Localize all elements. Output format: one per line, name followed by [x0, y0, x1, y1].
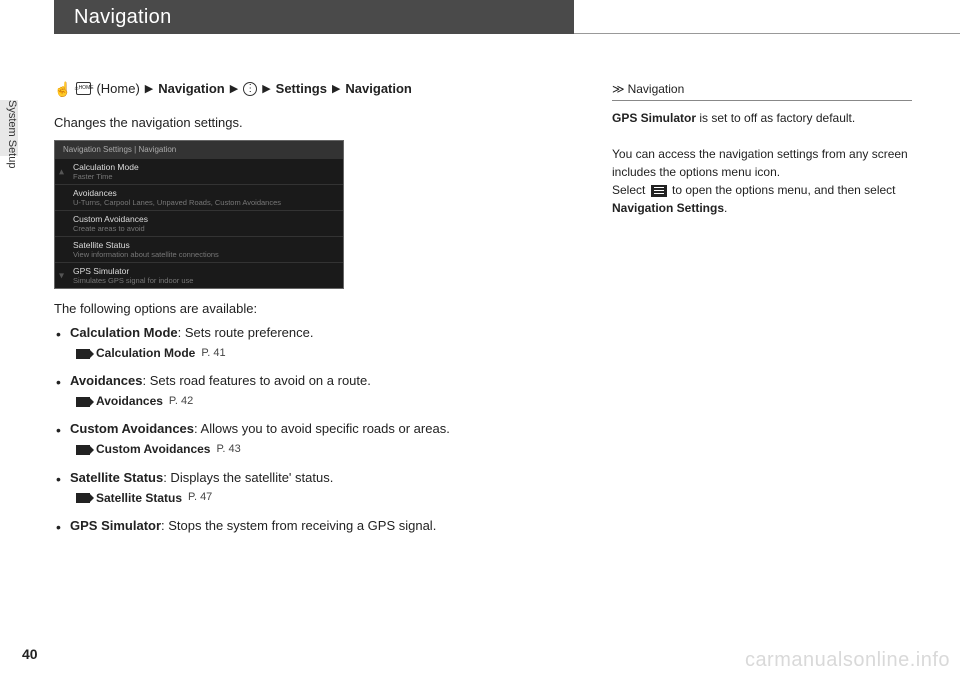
list-item: GPS Simulator: Stops the system from rec… [54, 517, 574, 536]
chevron-right-icon: ▶ [262, 82, 270, 95]
screenshot-row: ▴ Calculation Mode Faster Time [55, 158, 343, 184]
more-icon: ⋮ [243, 82, 257, 96]
option-name: GPS Simulator [70, 518, 161, 533]
ref-icon [76, 493, 90, 503]
option-desc: : Sets road features to avoid on a route… [143, 373, 371, 388]
chevron-right-icon: ▶ [230, 82, 238, 95]
breadcrumb-step-3: Navigation [345, 81, 411, 96]
option-desc: : Allows you to avoid specific roads or … [194, 421, 450, 436]
ref-page: P. 47 [188, 490, 212, 506]
option-name: Avoidances [70, 373, 143, 388]
option-desc: : Displays the satellite' status. [163, 470, 333, 485]
list-item: Custom Avoidances: Allows you to avoid s… [54, 420, 574, 458]
ref-icon [76, 397, 90, 407]
ref-title: Satellite Status [96, 490, 182, 507]
page-header: Navigation [54, 0, 574, 34]
down-arrow-icon: ▾ [59, 270, 64, 281]
ref-line: Custom Avoidances P. 43 [70, 441, 574, 458]
breadcrumb-home-text: (Home) [96, 81, 139, 96]
list-item: Satellite Status: Displays the satellite… [54, 469, 574, 507]
side-note-column: ≫ Navigation GPS Simulator is set to off… [612, 80, 912, 217]
breadcrumb: ☝ ⌂HOME (Home) ▶ Navigation ▶ ⋮ ▶ Settin… [54, 80, 574, 97]
list-item: Calculation Mode: Sets route preference.… [54, 324, 574, 362]
breadcrumb-step-1: Navigation [158, 81, 224, 96]
side-note-p2a: You can access the navigation settings f… [612, 145, 912, 181]
up-arrow-icon: ▴ [59, 166, 64, 177]
ref-icon [76, 349, 90, 359]
chevron-right-icon: ▶ [332, 82, 340, 95]
screenshot-row: ▾ GPS Simulator Simulates GPS signal for… [55, 262, 343, 288]
ref-page: P. 41 [201, 346, 225, 362]
side-label: System Setup [6, 100, 18, 168]
watermark: carmanualsonline.info [745, 649, 950, 672]
list-item: Avoidances: Sets road features to avoid … [54, 372, 574, 410]
ref-page: P. 42 [169, 394, 193, 410]
option-desc: : Stops the system from receiving a GPS … [161, 518, 436, 533]
side-note-heading: ≫ Navigation [612, 80, 912, 101]
option-name: Satellite Status [70, 470, 163, 485]
double-chevron-icon: ≫ [612, 80, 622, 98]
screenshot-row: Satellite Status View information about … [55, 236, 343, 262]
side-note-p1-rest: is set to off as factory default. [696, 111, 855, 125]
ref-page: P. 43 [216, 442, 240, 458]
side-note-p2b: Select to open the options menu, and the… [612, 181, 912, 217]
option-desc: : Sets route preference. [178, 325, 314, 340]
screenshot-header: Navigation Settings | Navigation [55, 141, 343, 158]
side-note-p1: GPS Simulator is set to off as factory d… [612, 109, 912, 127]
page-number: 40 [22, 646, 38, 662]
chevron-right-icon: ▶ [145, 82, 153, 95]
intro-text: Changes the navigation settings. [54, 115, 574, 130]
ref-icon [76, 445, 90, 455]
breadcrumb-step-2: Settings [276, 81, 327, 96]
options-list: Calculation Mode: Sets route preference.… [54, 324, 574, 536]
option-name: Custom Avoidances [70, 421, 194, 436]
tap-icon: ☝ [54, 81, 71, 98]
settings-screenshot: Navigation Settings | Navigation ▴ Calcu… [54, 140, 344, 289]
ref-title: Avoidances [96, 393, 163, 410]
ref-line: Satellite Status P. 47 [70, 490, 574, 507]
option-name: Calculation Mode [70, 325, 178, 340]
main-column: ☝ ⌂HOME (Home) ▶ Navigation ▶ ⋮ ▶ Settin… [54, 80, 574, 546]
header-rule [574, 33, 960, 34]
side-note-title: Navigation [628, 80, 685, 98]
screenshot-row: Custom Avoidances Create areas to avoid [55, 210, 343, 236]
home-icon: ⌂HOME [76, 82, 91, 95]
ref-line: Avoidances P. 42 [70, 393, 574, 410]
side-note-p1-bold: GPS Simulator [612, 111, 696, 125]
page-title: Navigation [74, 6, 172, 29]
ref-title: Calculation Mode [96, 345, 195, 362]
options-intro: The following options are available: [54, 301, 574, 316]
screenshot-row: Avoidances U-Turns, Carpool Lanes, Unpav… [55, 184, 343, 210]
ref-line: Calculation Mode P. 41 [70, 345, 574, 362]
menu-icon [651, 185, 667, 197]
ref-title: Custom Avoidances [96, 441, 210, 458]
